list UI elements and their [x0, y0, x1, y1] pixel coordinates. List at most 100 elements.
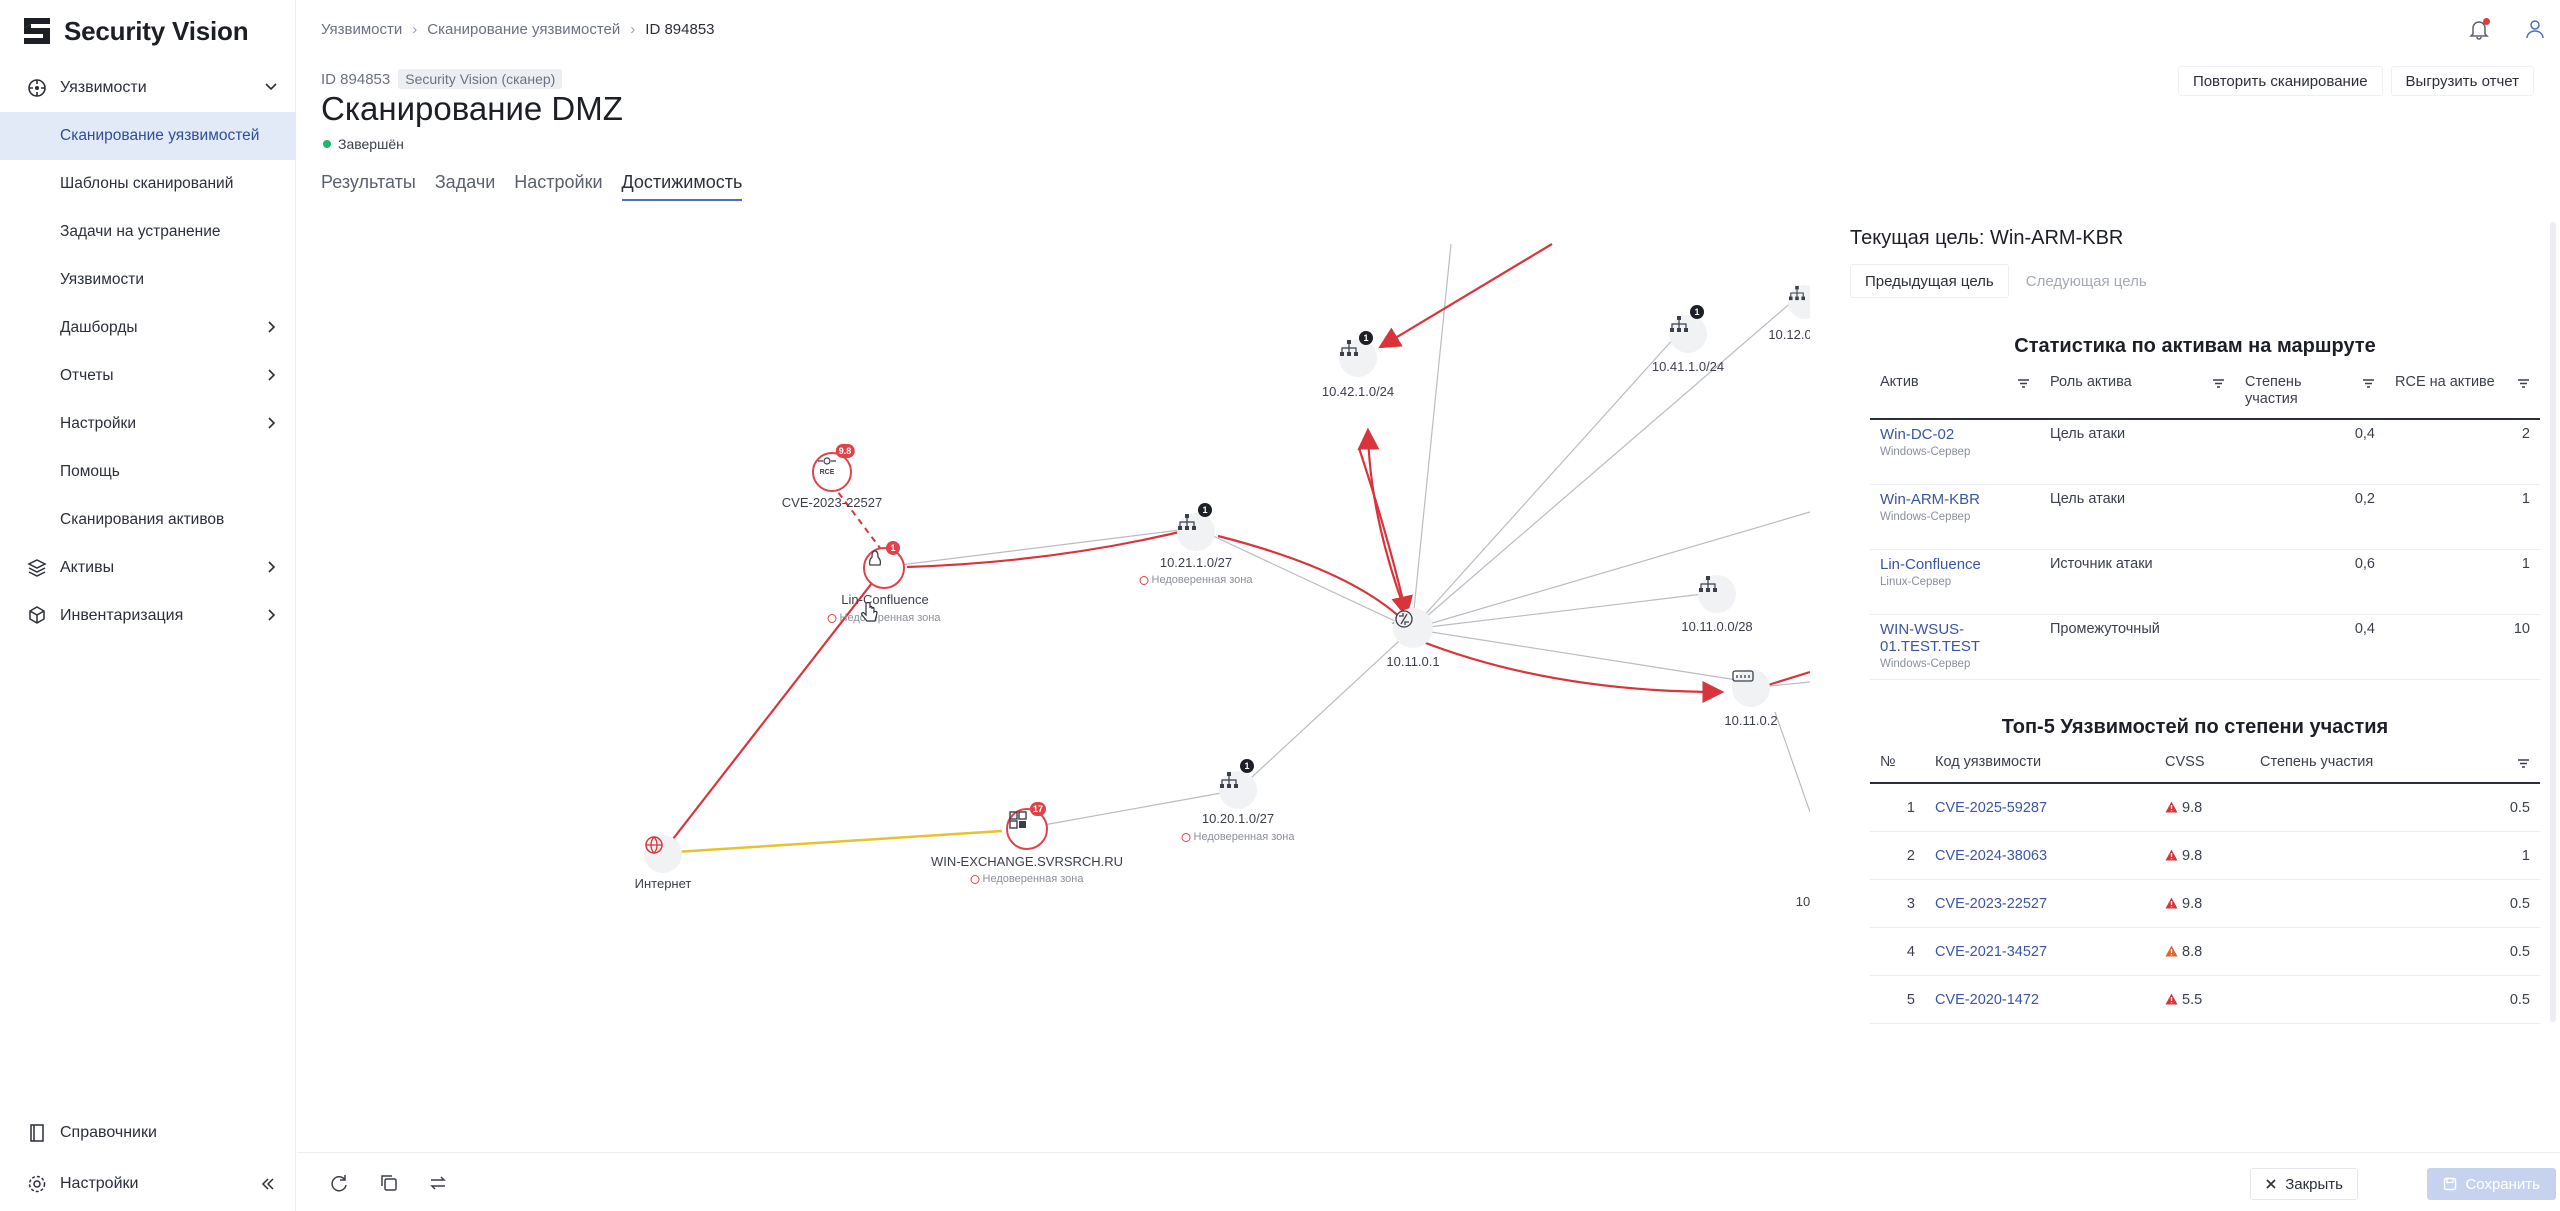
vuln-index: 3 [1870, 880, 1925, 928]
user-icon [2526, 20, 2544, 39]
warning-icon [2165, 993, 2178, 1004]
sort-icon[interactable] [2362, 378, 2375, 389]
sort-icon[interactable] [2017, 378, 2030, 389]
asset-role: Цель атаки [2040, 420, 2235, 485]
logo[interactable]: Security Vision [20, 14, 249, 48]
collapse-sidebar-icon[interactable] [260, 1176, 276, 1192]
sidebar-item-settings[interactable]: Настройки [0, 400, 296, 448]
graph-edge [1411, 243, 1452, 630]
tab-settings[interactable]: Настройки [514, 172, 603, 192]
graph-node-subnet[interactable] [1698, 575, 1736, 613]
panel-scrollbar[interactable] [2550, 222, 2556, 1022]
column-header[interactable]: Степень участия [2235, 368, 2385, 420]
sidebar-item-scan-templates[interactable]: Шаблоны сканирований [0, 160, 296, 208]
graph-node-router[interactable] [1393, 608, 1433, 648]
column-title: Роль актива [2050, 374, 2132, 390]
sidebar-item-asset-scans[interactable]: Сканирования активов [0, 496, 296, 544]
top-icons [2468, 18, 2546, 40]
scanner-badge: Security Vision (сканер) [398, 69, 563, 89]
sort-icon[interactable] [2212, 378, 2225, 389]
zone-label: Недоверенная зона [1181, 831, 1295, 843]
graph-node-subnet[interactable] [1177, 513, 1215, 551]
prev-target-button[interactable]: Предыдущая цель [1850, 264, 2009, 298]
warning-icon [2165, 801, 2178, 812]
sidebar-item-global-settings[interactable]: Настройки [0, 1157, 296, 1211]
asset-link[interactable]: Win-ARM-KBR [1880, 491, 1980, 508]
column-header[interactable]: Роль актива [2040, 368, 2235, 420]
next-target-button[interactable]: Следующая цель [2010, 264, 2162, 298]
target-panel: Текущая цель: Win-ARM-KBR Предыдущая цел… [1850, 222, 2540, 1024]
sidebar-item-vuln-scans[interactable]: Сканирование уязвимостей [0, 112, 296, 160]
network-icon [1699, 576, 1717, 592]
asset-link[interactable]: Win-DC-02 [1880, 426, 1955, 443]
sidebar-item-assets[interactable]: Активы [0, 544, 296, 592]
reachability-graph[interactable]: RCE 9.8 CVE-2023-22527 1 Lin-Confluence … [300, 222, 1810, 932]
graph-node-switch[interactable] [1732, 669, 1770, 707]
graph-node-cve[interactable]: RCE [812, 452, 852, 492]
refresh-icon[interactable] [329, 1173, 349, 1193]
breadcrumb-item[interactable]: Уязвимости [321, 21, 403, 38]
cve-link[interactable]: CVE-2024-38063 [1935, 847, 2048, 864]
sidebar-item-vulnerabilities[interactable]: Уязвимости [0, 64, 296, 112]
rescan-button[interactable]: Повторить сканирование [2177, 66, 2383, 96]
graph-node-lin-confluence[interactable] [863, 547, 905, 589]
zone-text: Недоверенная зона [1193, 831, 1295, 843]
graph-node-internet[interactable] [644, 835, 682, 873]
table-row: WIN-WSUS-01.TEST.TEST Windows-Сервер Пром… [1870, 615, 2540, 680]
sidebar-item-label: Активы [60, 559, 115, 576]
tab-tasks[interactable]: Задачи [434, 172, 496, 192]
sidebar-item-reports[interactable]: Отчеты [0, 352, 296, 400]
cve-link[interactable]: CVE-2020-1472 [1935, 991, 2039, 1008]
node-label: 10.21.1.0/27 [1159, 555, 1233, 570]
graph-node-subnet[interactable] [1669, 315, 1707, 353]
sidebar-item-remediation-tasks[interactable]: Задачи на устранение [0, 208, 296, 256]
close-button[interactable]: Закрыть [2250, 1168, 2358, 1200]
tab-reachability[interactable]: Достижимость [621, 172, 743, 201]
vuln-index: 4 [1870, 928, 1925, 976]
column-header[interactable]: RCE на активе [2385, 368, 2540, 420]
column-header[interactable]: Степень участия [2250, 748, 2540, 784]
zone-icon [827, 613, 837, 623]
sort-icon[interactable] [2517, 378, 2530, 389]
sidebar-item-help[interactable]: Помощь [0, 448, 296, 496]
save-button[interactable]: Сохранить [2427, 1168, 2556, 1200]
asset-link[interactable]: Lin-Confluence [1880, 556, 1981, 573]
graph-node-subnet[interactable] [1788, 285, 1810, 319]
zone-text: Недоверенная зона [839, 612, 941, 624]
cve-link[interactable]: CVE-2025-59287 [1935, 799, 2048, 816]
breadcrumb-item[interactable]: Сканирование уязвимостей [427, 21, 621, 38]
sort-icon[interactable] [2517, 758, 2530, 769]
graph-node-subnet[interactable] [1219, 771, 1257, 809]
sidebar-item-dashboards[interactable]: Дашборды [0, 304, 296, 352]
copy-icon[interactable] [379, 1173, 399, 1193]
assets-table: Актив Роль актива Степень участия RCE на… [1870, 368, 2540, 680]
node-label: 10.42.1.0/24 [1321, 384, 1395, 399]
network-icon [1670, 316, 1688, 332]
sidebar-item-inventory[interactable]: Инвентаризация [0, 592, 296, 640]
cve-link[interactable]: CVE-2023-22527 [1935, 895, 2048, 912]
graph-edges [672, 243, 1810, 854]
column-header[interactable]: Актив [1870, 368, 2040, 420]
tab-results[interactable]: Результаты [321, 172, 416, 192]
swap-icon[interactable] [428, 1173, 448, 1193]
graph-edge [1026, 789, 1239, 829]
export-report-button[interactable]: Выгрузить отчет [2390, 66, 2534, 96]
attack-edge [1357, 427, 1414, 630]
sidebar-item-vuln-list[interactable]: Уязвимости [0, 256, 296, 304]
switch-icon [1732, 670, 1754, 682]
notifications-button[interactable] [2468, 18, 2490, 40]
graph-edge [1237, 628, 1413, 791]
cve-edge [831, 483, 881, 549]
column-title: Степень участия [2260, 754, 2374, 770]
chevron-right-icon [268, 417, 276, 429]
cvss-score: 9.8 [2182, 799, 2203, 816]
globe-icon [645, 836, 663, 854]
asset-link[interactable]: WIN-WSUS-01.TEST.TEST [1880, 621, 1981, 655]
graph-node-subnet[interactable] [1339, 339, 1377, 377]
asset-share: 0,6 [2235, 550, 2385, 615]
sidebar-item-directories[interactable]: Справочники [0, 1109, 296, 1157]
cve-link[interactable]: CVE-2021-34527 [1935, 943, 2048, 960]
user-profile-button[interactable] [2524, 18, 2546, 40]
page-title: Сканирование DMZ [321, 90, 623, 127]
